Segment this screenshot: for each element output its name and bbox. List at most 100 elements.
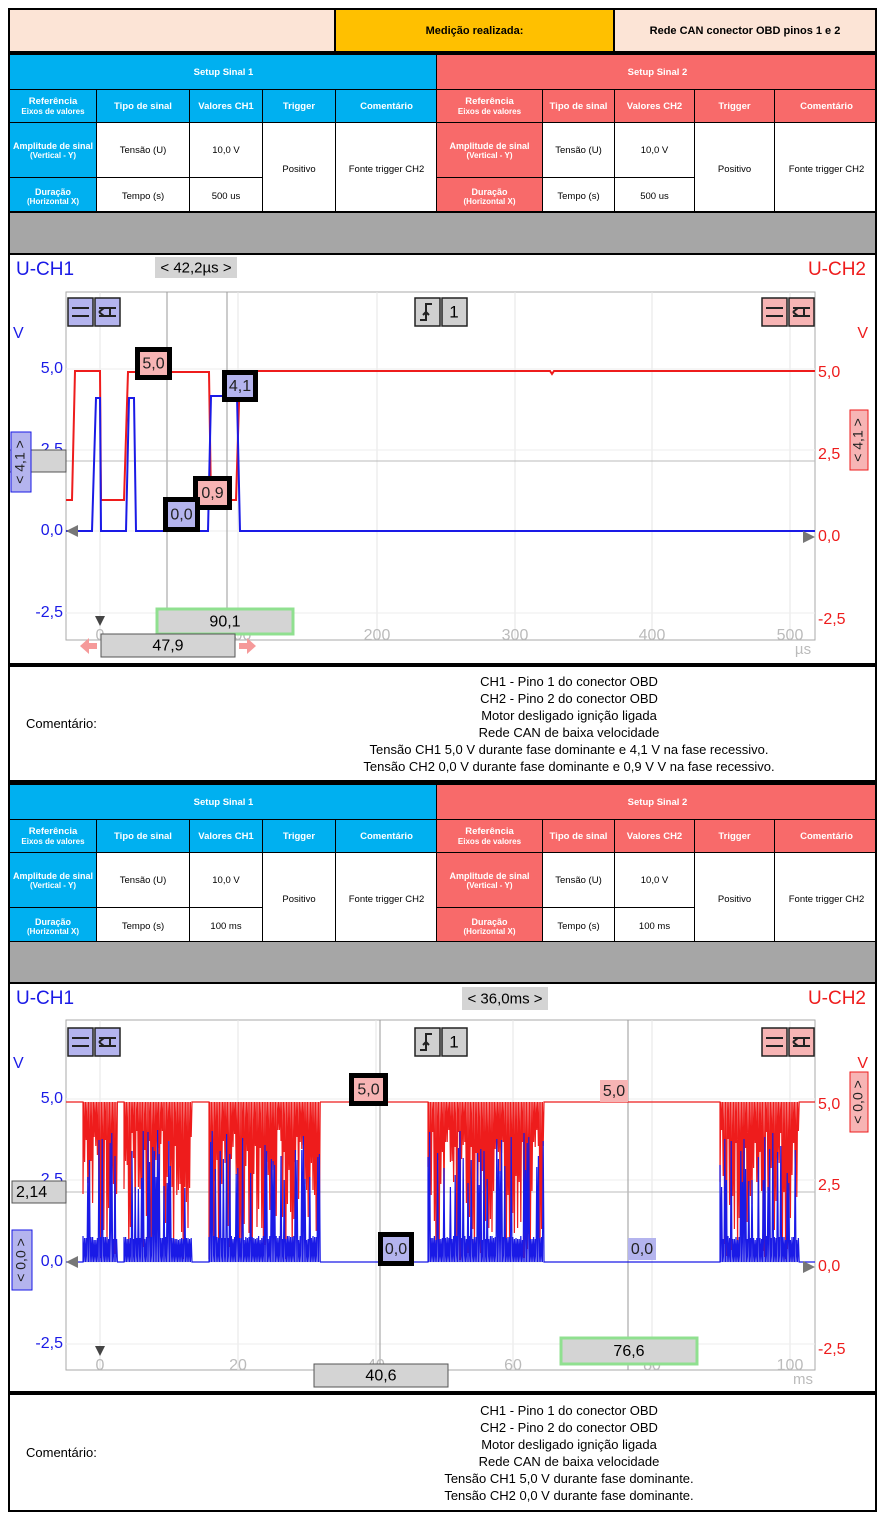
cursor-bottom-value: 47,9: [152, 638, 183, 655]
y2-tick-label: 2,5: [818, 1177, 840, 1194]
comment-line: Tensão CH2 0,0 V durante fase dominante …: [363, 758, 775, 774]
setup-row: Duração (Horizontal X) Tempo (s) 100 ms: [10, 907, 438, 941]
icon-box: [94, 297, 121, 327]
row-label-text: Amplitude de sinal: [12, 870, 93, 881]
cursor-bottom-box: [313, 1363, 449, 1388]
value-label: 0,0: [170, 507, 192, 524]
x-tick-label: 20: [229, 1357, 247, 1374]
value-label: 5,0: [357, 1082, 379, 1099]
ch2-trace: [66, 370, 815, 501]
y2-tick-label: -2,5: [818, 1341, 846, 1358]
ch2-title: U-CH2: [808, 988, 866, 1009]
signal-value: 10,0 V: [614, 852, 695, 908]
signal-value: 100 ms: [614, 907, 695, 941]
channel-marker: < 4,1 >: [850, 418, 866, 462]
trigger-comment: Fonte trigger CH2: [335, 122, 438, 211]
title-row: Setup Sinal 1: [10, 54, 438, 90]
ch1-title: U-CH1: [16, 259, 74, 280]
signal-value: 10,0 V: [189, 122, 263, 178]
signal-type: Tempo (s): [96, 177, 190, 211]
y-tick-label: -2,5: [35, 604, 63, 621]
cursor-top-value: 90,1: [209, 614, 240, 631]
column-header: Valores CH2: [614, 819, 695, 853]
value-label: 0,0: [631, 1241, 653, 1258]
delta-value: < 36,0ms >: [467, 990, 542, 1007]
channel-marker: < 0,0 >: [13, 1238, 29, 1282]
y-tick-label: 5,0: [41, 1090, 63, 1107]
y2-tick-label: 5,0: [818, 364, 840, 381]
row-label-text: Amplitude de sinal: [449, 140, 530, 151]
y-tick-label: -2,5: [35, 1335, 63, 1352]
trigger-marker: [95, 616, 105, 626]
icon-box: [94, 1027, 121, 1057]
column-header: Trigger: [262, 89, 336, 123]
separator: [8, 942, 877, 982]
comment-line: CH1 - Pino 1 do conector OBD: [480, 1402, 658, 1418]
row-label-text: Duração: [471, 917, 508, 927]
zero-marker: [66, 525, 78, 537]
trigger-icon: [414, 297, 441, 327]
setup-half: Setup Sinal 1 Referência Eixos de valores T…: [10, 784, 438, 941]
oscilloscope: U-CH1 U-CH2 < 42,2µs > V V 1 5,0 2,5 0,0 -2,5 5,0 2…: [10, 257, 869, 658]
x-tick-label: 0: [96, 1357, 105, 1374]
zero-marker: [803, 1261, 815, 1273]
row-sublabel: (Horizontal X): [463, 197, 516, 206]
delta-value: < 42,2µs >: [160, 259, 231, 276]
y-tick-label: 0,0: [41, 1253, 63, 1270]
signal-type: Tensão (U): [96, 122, 190, 178]
x-tick-label: 300: [502, 627, 529, 644]
label-box: [383, 1237, 409, 1261]
row-label-text: Duração: [471, 187, 508, 197]
x-unit: ms: [793, 1371, 813, 1388]
channel-marker-box: [10, 431, 32, 493]
row-sublabel: (Horizontal X): [27, 927, 79, 936]
cursor-top-value: 76,6: [613, 1343, 644, 1360]
comment-line: Rede CAN de baixa velocidade: [478, 1453, 660, 1469]
setup-half: Setup Sinal 2 Referência Eixos de valores T…: [436, 54, 875, 211]
column-header: Referência Eixos de valores: [10, 89, 97, 123]
value-label: 5,0: [603, 1083, 625, 1100]
icon-box: [67, 1027, 94, 1057]
trigger: Positivo: [694, 852, 775, 941]
comment-line: CH2 - Pino 2 do conector OBD: [480, 1419, 658, 1435]
setup-row: Amplitude de sinal (Vertical - Y) Tensão (…: [436, 122, 875, 211]
column-header: Comentário: [774, 819, 875, 853]
comment-line: Rede CAN de baixa velocidade: [478, 724, 660, 740]
channel-marker: < 0,0 >: [850, 1080, 866, 1124]
comment-block: Comentário: CH1 - Pino 1 do conector OBD C…: [8, 665, 877, 782]
y2-tick-label: 2,5: [818, 446, 840, 463]
scope-screen: U-CH1 U-CH2 < 36,0ms > V V 1 5,0 2,5 0,0 -2,5 5,0 2…: [8, 982, 877, 1393]
column-title: Referência: [465, 826, 514, 837]
row-sublabel: (Horizontal X): [463, 927, 516, 936]
ch2-title: U-CH2: [808, 259, 866, 280]
trigger: Positivo: [262, 122, 336, 211]
measurement-value: Rede CAN conector OBD pinos 1 e 2: [613, 8, 877, 53]
value-label: 4,1: [229, 378, 251, 395]
comment-line: Tensão CH1 5,0 V durante fase dominante.: [444, 1470, 694, 1486]
column-header: Valores CH1: [189, 819, 263, 853]
column-subtitle: Eixos de valores: [21, 837, 85, 846]
label-box: [600, 1080, 628, 1102]
setup-title: Setup Sinal 2: [436, 784, 875, 820]
column-header: Tipo de sinal: [542, 819, 615, 853]
x-tick-label: 0: [96, 627, 105, 644]
column-header: Trigger: [262, 819, 336, 853]
row-sublabel: (Horizontal X): [27, 197, 79, 206]
column-header: Comentário: [774, 89, 875, 123]
column-title: Referência: [28, 826, 78, 837]
value-label: 0,9: [201, 485, 223, 502]
signal-type: Tempo (s): [96, 907, 190, 941]
row-label: Duração (Horizontal X): [436, 177, 543, 211]
comment-label: Comentário:: [26, 1444, 97, 1460]
y2-tick-label: 0,0: [818, 528, 840, 545]
plot-area: [65, 291, 816, 641]
comment-line: CH1 - Pino 1 do conector OBD: [480, 673, 658, 689]
level-value: 2,14: [16, 1184, 47, 1201]
trigger-glyph: [420, 303, 432, 321]
setup-title: Setup Sinal 1: [10, 54, 438, 90]
row-label: Amplitude de sinal (Vertical - Y): [10, 122, 97, 178]
row-label-text: Duração: [34, 917, 71, 927]
value-label: 5,0: [142, 356, 164, 373]
cursor-bottom-value: 40,6: [365, 1368, 396, 1385]
zero-marker: [66, 1256, 78, 1268]
